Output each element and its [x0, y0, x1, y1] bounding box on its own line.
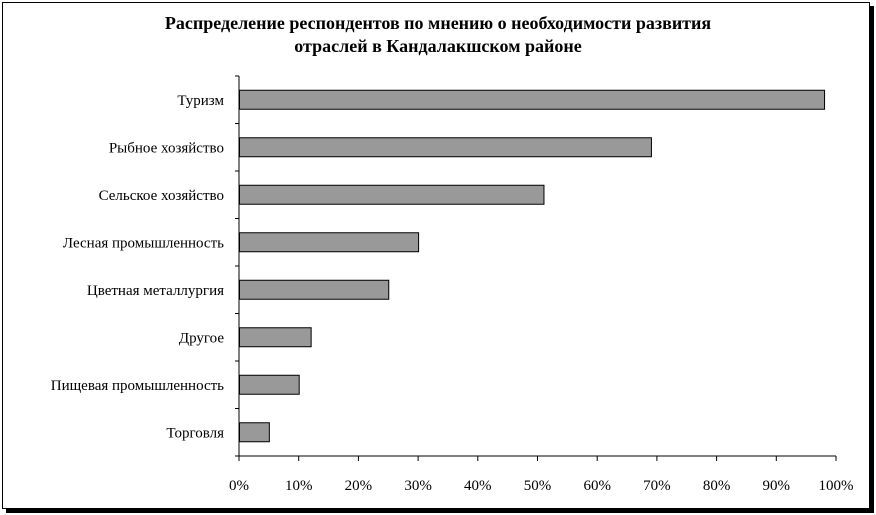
chart-frame: [2, 2, 870, 509]
chart-title-line-2: отраслей в Кандалакшском районе: [294, 36, 582, 56]
chart-title-line-1: Распределение респондентов по мнению о н…: [164, 13, 712, 33]
category-label: Лесная промышленность: [63, 235, 224, 251]
category-label: Торговля: [166, 425, 224, 441]
x-tick-label: 10%: [285, 478, 313, 494]
category-label: Другое: [179, 330, 224, 346]
x-tick-label: 70%: [643, 478, 671, 494]
category-label: Рыбное хозяйство: [109, 140, 224, 156]
x-tick-label: 100%: [819, 478, 854, 494]
category-label: Цветная металлургия: [87, 283, 224, 299]
x-tick-label: 0%: [229, 478, 249, 494]
bar: [239, 89, 826, 110]
x-tick-label: 30%: [404, 478, 432, 494]
category-label: Пищевая промышленность: [51, 378, 224, 394]
bar: [239, 374, 300, 395]
bar: [239, 327, 312, 348]
bar: [239, 232, 420, 253]
x-tick-label: 50%: [524, 478, 552, 494]
x-tick-label: 40%: [464, 478, 492, 494]
bar: [239, 422, 270, 443]
x-tick-label: 80%: [703, 478, 731, 494]
bar: [239, 137, 652, 158]
x-tick-label: 20%: [345, 478, 373, 494]
category-label: Сельское хозяйство: [99, 188, 224, 204]
bar: [239, 184, 545, 205]
category-label: Туризм: [177, 93, 224, 109]
x-tick-label: 60%: [583, 478, 611, 494]
bar: [239, 279, 390, 300]
chart-title: Распределение респондентов по мнению о н…: [0, 12, 876, 58]
x-tick-label: 90%: [763, 478, 791, 494]
